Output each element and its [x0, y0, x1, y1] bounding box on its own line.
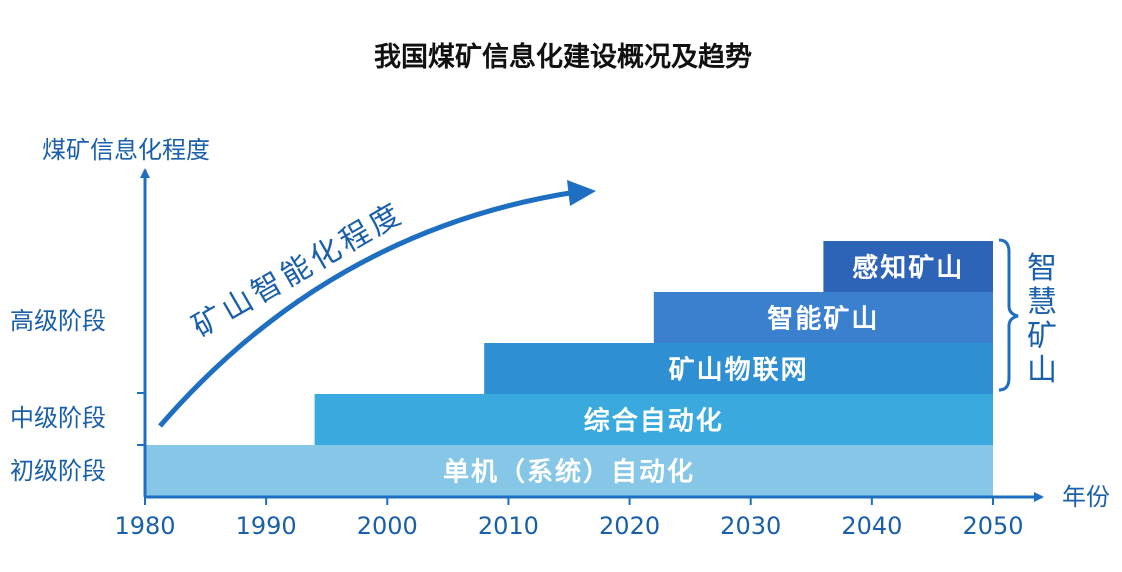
bar-1 — [314, 394, 994, 445]
x-tick-label-6: 2040 — [841, 512, 902, 540]
x-axis-label: 年份 — [1062, 483, 1110, 511]
bar-label-group: 单机（系统）自动化 综合自动化 矿山物联网 智能矿山 感知矿山 — [443, 253, 964, 488]
bar-0 — [145, 445, 993, 496]
bar-label-4: 感知矿山 — [852, 253, 964, 284]
trend-arrow-head — [567, 180, 596, 206]
x-tick-label-0: 1980 — [114, 512, 175, 540]
y-level-label-2: 高级阶段 — [10, 307, 106, 335]
y-axis-label: 煤矿信息化程度 — [42, 136, 210, 164]
trend-curve — [158, 189, 577, 428]
bar-label-0: 单机（系统）自动化 — [443, 457, 695, 488]
trend-label: 矿山智能化程度 — [187, 196, 411, 345]
y-tick-group: 初级阶段 中级阶段 高级阶段 — [10, 307, 145, 485]
x-tick-label-7: 2050 — [962, 512, 1023, 540]
x-tick-label-2: 2000 — [357, 512, 418, 540]
bar-label-3: 智能矿山 — [767, 304, 879, 335]
bar-label-2: 矿山物联网 — [669, 355, 809, 386]
x-tick-label-3: 2010 — [478, 512, 539, 540]
x-tick-label-4: 2020 — [599, 512, 660, 540]
x-tick-label-1: 1990 — [236, 512, 297, 540]
bracket-label-char-2: 矿 — [1027, 319, 1057, 354]
bar-label-1: 综合自动化 — [584, 406, 724, 437]
y-level-label-1: 中级阶段 — [10, 404, 106, 432]
bar-4 — [823, 241, 993, 292]
bracket-label-char-0: 智 — [1027, 251, 1057, 286]
bar-2 — [484, 343, 993, 394]
y-level-label-0: 初级阶段 — [10, 457, 106, 485]
x-tick-label-5: 2030 — [720, 512, 781, 540]
bracket-label-char-3: 山 — [1027, 353, 1057, 388]
chart-title: 我国煤矿信息化建设概况及趋势 — [374, 41, 752, 73]
bracket — [998, 238, 1019, 392]
x-tick-group: 1980 1990 2000 2010 2020 2030 2040 2050 — [114, 497, 1024, 540]
bar-3 — [653, 292, 993, 343]
bracket-label-char-1: 慧 — [1027, 285, 1057, 320]
bar-group — [145, 241, 994, 496]
